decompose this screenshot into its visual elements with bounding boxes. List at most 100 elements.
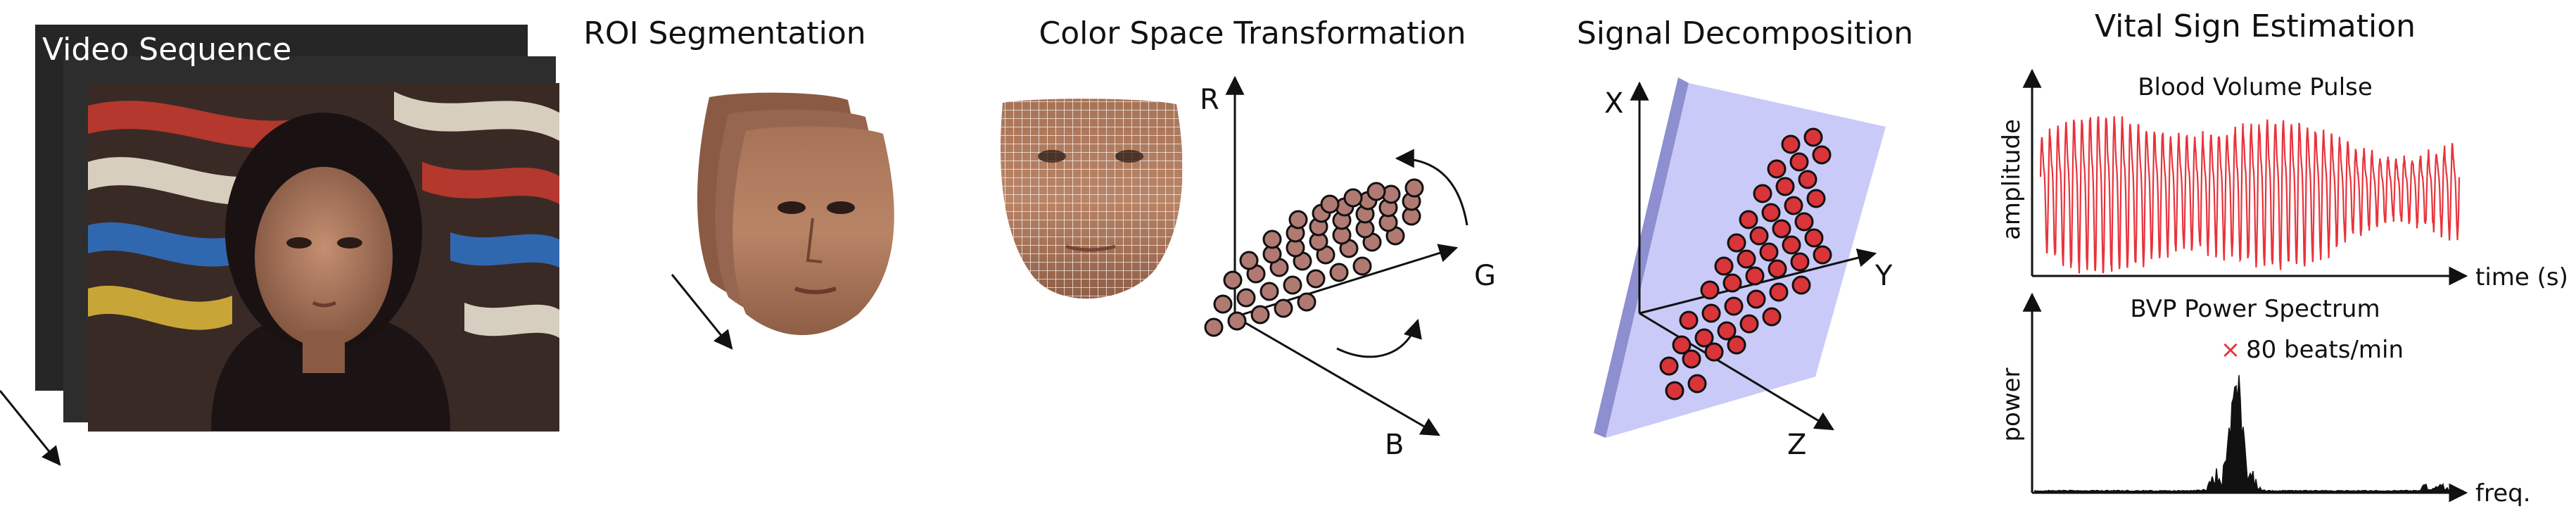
psd-series-area	[2034, 375, 2463, 493]
decomposed-point	[1768, 259, 1787, 279]
bvp-y-label: amplitude	[1998, 119, 2026, 240]
z-axis-label: Z	[1787, 429, 1806, 461]
decomposed-point	[1794, 212, 1814, 232]
rgb-point	[1343, 188, 1363, 208]
decomposed-point	[1714, 256, 1734, 276]
decomposed-point	[1791, 275, 1811, 295]
roi-time-arrow	[671, 274, 733, 350]
decomposed-point	[1727, 233, 1746, 253]
rgb-point	[1404, 178, 1424, 198]
rgb-point-cloud	[1204, 178, 1424, 337]
decomposed-point	[1701, 303, 1721, 323]
decomposed-point	[1739, 210, 1758, 229]
rgb-point	[1250, 305, 1270, 325]
decomposed-point	[1761, 203, 1781, 222]
rgb-point	[1227, 311, 1247, 331]
rgb-point	[1352, 256, 1372, 276]
roi-face-front	[732, 126, 894, 335]
psd-peak-label: 80 beats/min	[2246, 336, 2404, 364]
decomposed-point	[1806, 189, 1826, 208]
decomposed-point	[1759, 242, 1779, 262]
bvp-series-line	[2039, 116, 2461, 274]
decomposed-point	[1753, 184, 1772, 203]
r-axis-label: R	[1200, 84, 1219, 116]
decomposed-point	[1803, 127, 1823, 147]
decomposed-point	[1812, 145, 1832, 165]
gridded-face	[1001, 99, 1183, 299]
video-sequence-title: Video Sequence	[42, 32, 291, 68]
rgb-point	[1288, 210, 1308, 229]
video-frame-front	[88, 83, 559, 432]
rotation-arrow-upper	[1395, 149, 1468, 226]
decomposed-point	[1784, 196, 1803, 215]
time-arrow	[0, 390, 61, 466]
rgb-point	[1283, 275, 1302, 295]
rgb-point	[1236, 288, 1256, 308]
rgb-point	[1204, 317, 1224, 337]
psd-chart-title: BVP Power Spectrum	[2130, 295, 2380, 323]
psd-y-label: power	[1998, 367, 2026, 441]
b-axis	[1234, 315, 1440, 436]
psd-x-label: freq.	[2475, 479, 2531, 508]
decomposed-point	[1704, 342, 1724, 362]
decomposed-point	[1745, 266, 1765, 286]
g-axis	[1234, 244, 1459, 318]
decomposed-point	[1717, 321, 1737, 341]
projection-plane-edge	[1594, 77, 1689, 438]
vital-sign-title: Vital Sign Estimation	[2095, 8, 2416, 44]
decomposed-point	[1762, 307, 1782, 327]
decomposed-point	[1749, 226, 1769, 246]
rgb-point	[1320, 194, 1340, 214]
y-axis-label: Y	[1874, 260, 1893, 292]
g-axis-label: G	[1474, 260, 1496, 292]
bvp-chart: Blood Volume Pulse amplitude time (s)	[1998, 68, 2568, 291]
video-sequence-stage: Video Sequence	[0, 25, 559, 466]
rgb-point	[1262, 229, 1282, 249]
decomposed-point	[1694, 328, 1714, 348]
decomposed-point	[1775, 177, 1795, 196]
decomposed-point	[1679, 310, 1699, 330]
rgb-point	[1297, 292, 1316, 312]
decomposed-point	[1746, 289, 1766, 309]
decomposed-point	[1813, 245, 1832, 265]
rgb-point	[1366, 182, 1386, 201]
decomposed-point	[1722, 273, 1742, 293]
decomposed-point	[1665, 381, 1684, 401]
bvp-x-label: time (s)	[2475, 263, 2568, 291]
rgb-point	[1306, 269, 1326, 289]
psd-peak-marker: ×	[2221, 336, 2241, 364]
decomposed-point	[1772, 219, 1791, 239]
decomposed-point	[1798, 170, 1817, 189]
decomposed-point	[1682, 349, 1701, 369]
b-axis-label: B	[1385, 429, 1404, 461]
vital-sign-stage: Vital Sign Estimation Blood Volume Pulse…	[1998, 8, 2568, 508]
rgb-point	[1329, 263, 1349, 282]
decomposed-point	[1727, 335, 1746, 355]
roi-segmentation-stage: ROI Segmentation	[583, 15, 894, 350]
decomposed-point	[1789, 152, 1809, 172]
decomposed-point	[1804, 228, 1824, 248]
rgb-point	[1223, 270, 1243, 290]
z-axis	[1639, 312, 1834, 431]
signal-decomposition-stage: Signal Decomposition X Y Z	[1577, 15, 1913, 461]
decomposed-point	[1737, 249, 1756, 269]
decomposed-point	[1790, 252, 1810, 272]
decomposed-point	[1659, 356, 1679, 376]
rotation-arrow-lower	[1336, 318, 1422, 358]
rgb-point	[1213, 294, 1233, 314]
decomposed-point	[1724, 296, 1744, 316]
decomposed-point	[1700, 280, 1720, 300]
decomposed-point	[1769, 282, 1789, 302]
rgb-point	[1239, 251, 1259, 270]
color-space-title: Color Space Transformation	[1039, 15, 1466, 51]
color-space-stage: Color Space Transformation R G B	[1001, 15, 1496, 461]
rgb-point	[1274, 298, 1293, 318]
decomposed-point	[1739, 314, 1759, 334]
decomposed-point	[1781, 134, 1801, 154]
roi-segmentation-title: ROI Segmentation	[583, 15, 865, 51]
decomposed-point	[1687, 374, 1707, 394]
x-axis-label: X	[1604, 87, 1623, 120]
decomposed-point	[1672, 335, 1692, 355]
signal-decomposition-title: Signal Decomposition	[1577, 15, 1913, 51]
